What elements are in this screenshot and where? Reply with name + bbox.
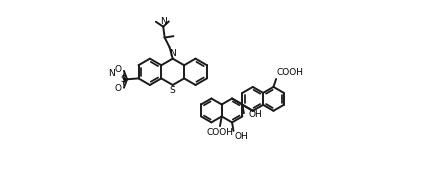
Text: N: N [108,69,115,78]
Text: O: O [115,84,122,93]
Text: COOH: COOH [277,68,304,77]
Text: COOH: COOH [206,128,234,137]
Text: N: N [169,49,176,58]
Text: S: S [120,75,126,84]
Text: N: N [160,17,167,26]
Text: O: O [115,65,122,75]
Text: OH: OH [248,110,262,119]
Text: OH: OH [234,132,248,141]
Text: S: S [170,85,176,95]
